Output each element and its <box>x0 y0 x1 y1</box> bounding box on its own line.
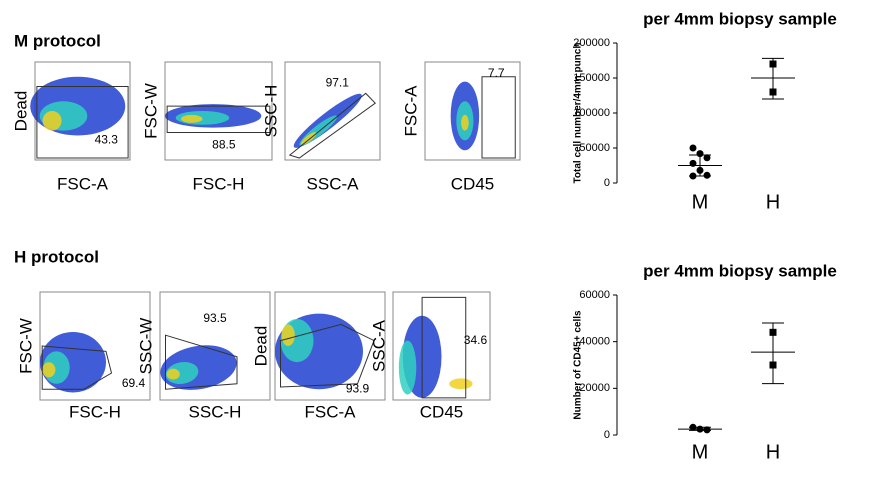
x-axis-label: SSC-A <box>307 174 360 193</box>
data-point <box>696 425 704 433</box>
y-tick-label: 0 <box>604 429 610 441</box>
y-axis-label: SSC-W <box>136 318 155 375</box>
gate <box>166 105 271 134</box>
gate <box>165 334 238 390</box>
chart-title: per 4mm biopsy sample <box>643 261 837 280</box>
x-axis-label: FSC-H <box>69 402 121 421</box>
gate <box>481 76 516 159</box>
data-point <box>703 426 711 434</box>
density <box>398 340 417 395</box>
data-point <box>703 154 711 162</box>
y-axis-label: Number of CD45+ cells <box>573 310 584 420</box>
gate-percent: 43.3 <box>95 133 119 147</box>
gate-percent: 93.5 <box>203 311 227 325</box>
panel-title: H protocol <box>14 247 99 266</box>
gate-percent: 69.4 <box>122 376 146 390</box>
y-tick-label: 150000 <box>573 72 610 84</box>
x-tick-label: H <box>766 441 780 463</box>
y-axis-label: FSC-W <box>16 318 35 374</box>
x-axis-label: SSC-H <box>189 402 242 421</box>
data-point <box>769 60 777 68</box>
gate <box>288 92 377 159</box>
data-point <box>703 171 711 179</box>
gate <box>421 296 467 399</box>
density <box>42 111 62 131</box>
gate <box>41 345 113 390</box>
x-tick-label: H <box>766 191 780 213</box>
data-point <box>689 144 697 152</box>
data-point <box>769 361 777 369</box>
density <box>449 378 473 390</box>
data-point <box>769 88 777 96</box>
y-tick-label: 100000 <box>573 107 610 119</box>
x-tick-label: M <box>692 191 709 213</box>
density <box>461 114 469 131</box>
chart-title: per 4mm biopsy sample <box>643 9 837 28</box>
gate <box>280 323 375 388</box>
gate-percent: 93.9 <box>346 381 370 395</box>
y-axis-label: Total cell number/4mm punch <box>573 43 584 184</box>
density <box>281 324 295 347</box>
density <box>301 132 317 145</box>
y-tick-label: 200000 <box>573 37 610 49</box>
y-axis-label: FSC-W <box>141 83 160 139</box>
gate-percent: 88.5 <box>212 137 236 151</box>
x-axis-label: FSC-A <box>305 402 357 421</box>
y-axis-label: SSC-A <box>369 319 388 372</box>
density <box>166 368 180 380</box>
panel-title: M protocol <box>14 31 101 50</box>
y-axis-label: Dead <box>251 326 270 367</box>
data-point <box>696 150 704 158</box>
density <box>181 114 203 123</box>
y-tick-label: 50000 <box>579 142 610 154</box>
data-point <box>689 423 697 431</box>
y-tick-label: 20000 <box>579 382 610 394</box>
density <box>42 362 56 378</box>
y-axis-label: SSC-H <box>261 85 280 138</box>
y-tick-label: 40000 <box>579 336 610 348</box>
data-point <box>689 159 697 167</box>
x-axis-label: CD45 <box>420 402 463 421</box>
y-tick-label: 0 <box>604 177 610 189</box>
y-axis-label: FSC-A <box>401 85 420 137</box>
x-tick-label: M <box>692 441 709 463</box>
x-axis-label: CD45 <box>451 174 494 193</box>
gate-percent: 7.7 <box>488 66 505 80</box>
y-axis-label: Dead <box>11 91 30 132</box>
gate-percent: 34.6 <box>464 333 488 347</box>
x-axis-label: FSC-A <box>57 174 109 193</box>
x-axis-label: FSC-H <box>193 174 245 193</box>
y-tick-label: 60000 <box>579 289 610 301</box>
data-point <box>689 172 697 180</box>
gate-percent: 97.1 <box>326 76 350 90</box>
data-point <box>696 166 704 174</box>
data-point <box>769 328 777 336</box>
gate <box>36 86 129 159</box>
